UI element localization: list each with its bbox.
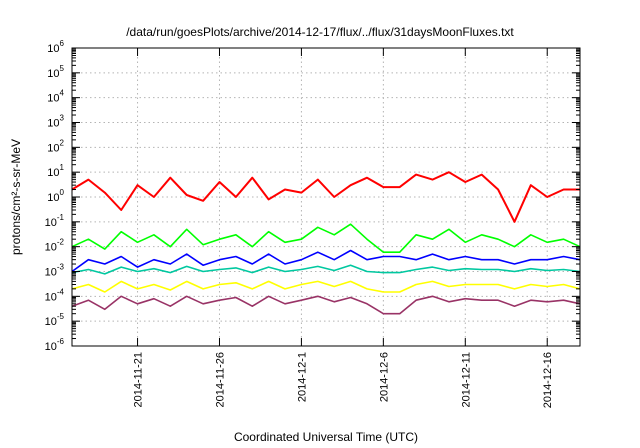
series-line-6 [71,295,581,315]
y-tick-label: 10-4 [45,287,65,303]
x-tick-label: 2014-11-26 [214,352,226,407]
x-axis-title: Coordinated Universal Time (UTC) [234,430,418,444]
y-axis-ticks: 10-6 10-5 10-4 10-3 10-2 10-1 100 101 102 103 104 1… [45,39,580,353]
y-axis-title: protons/cm²-s-sr-MeV [9,139,23,255]
x-tick-label: 2014-12-11 [460,352,472,407]
x-axis-ticks: 2014-11-21 2014-11-26 2014-12-1 2014-12-6 20… [133,48,554,408]
y-tick-label: 102 [47,138,64,154]
y-tick-label: 10-3 [45,263,65,279]
x-tick-label: 2014-11-21 [133,352,145,407]
y-tick-label: 10-2 [45,238,65,254]
y-tick-label: 106 [47,39,64,55]
series-line-5 [71,280,581,293]
series-line-3 [71,249,581,273]
y-tick-label: 105 [47,64,64,80]
y-tick-label: 104 [47,89,64,105]
y-tick-label: 10-5 [45,312,65,328]
series-line-4 [71,264,581,275]
chart-title: /data/run/goesPlots/archive/2014-12-17/f… [126,25,514,39]
series-line-1 [71,171,580,223]
y-tick-label: 10-6 [45,337,65,353]
y-tick-label: 103 [47,114,64,130]
x-tick-label: 2014-12-1 [296,352,308,402]
x-tick-label: 2014-12-6 [378,352,390,402]
series-line-2 [71,223,581,253]
y-tick-label: 100 [47,188,64,204]
plot-series [71,171,581,315]
y-tick-label: 101 [47,163,64,179]
x-tick-label: 2014-12-16 [542,352,554,408]
y-tick-label: 10-1 [45,213,65,229]
